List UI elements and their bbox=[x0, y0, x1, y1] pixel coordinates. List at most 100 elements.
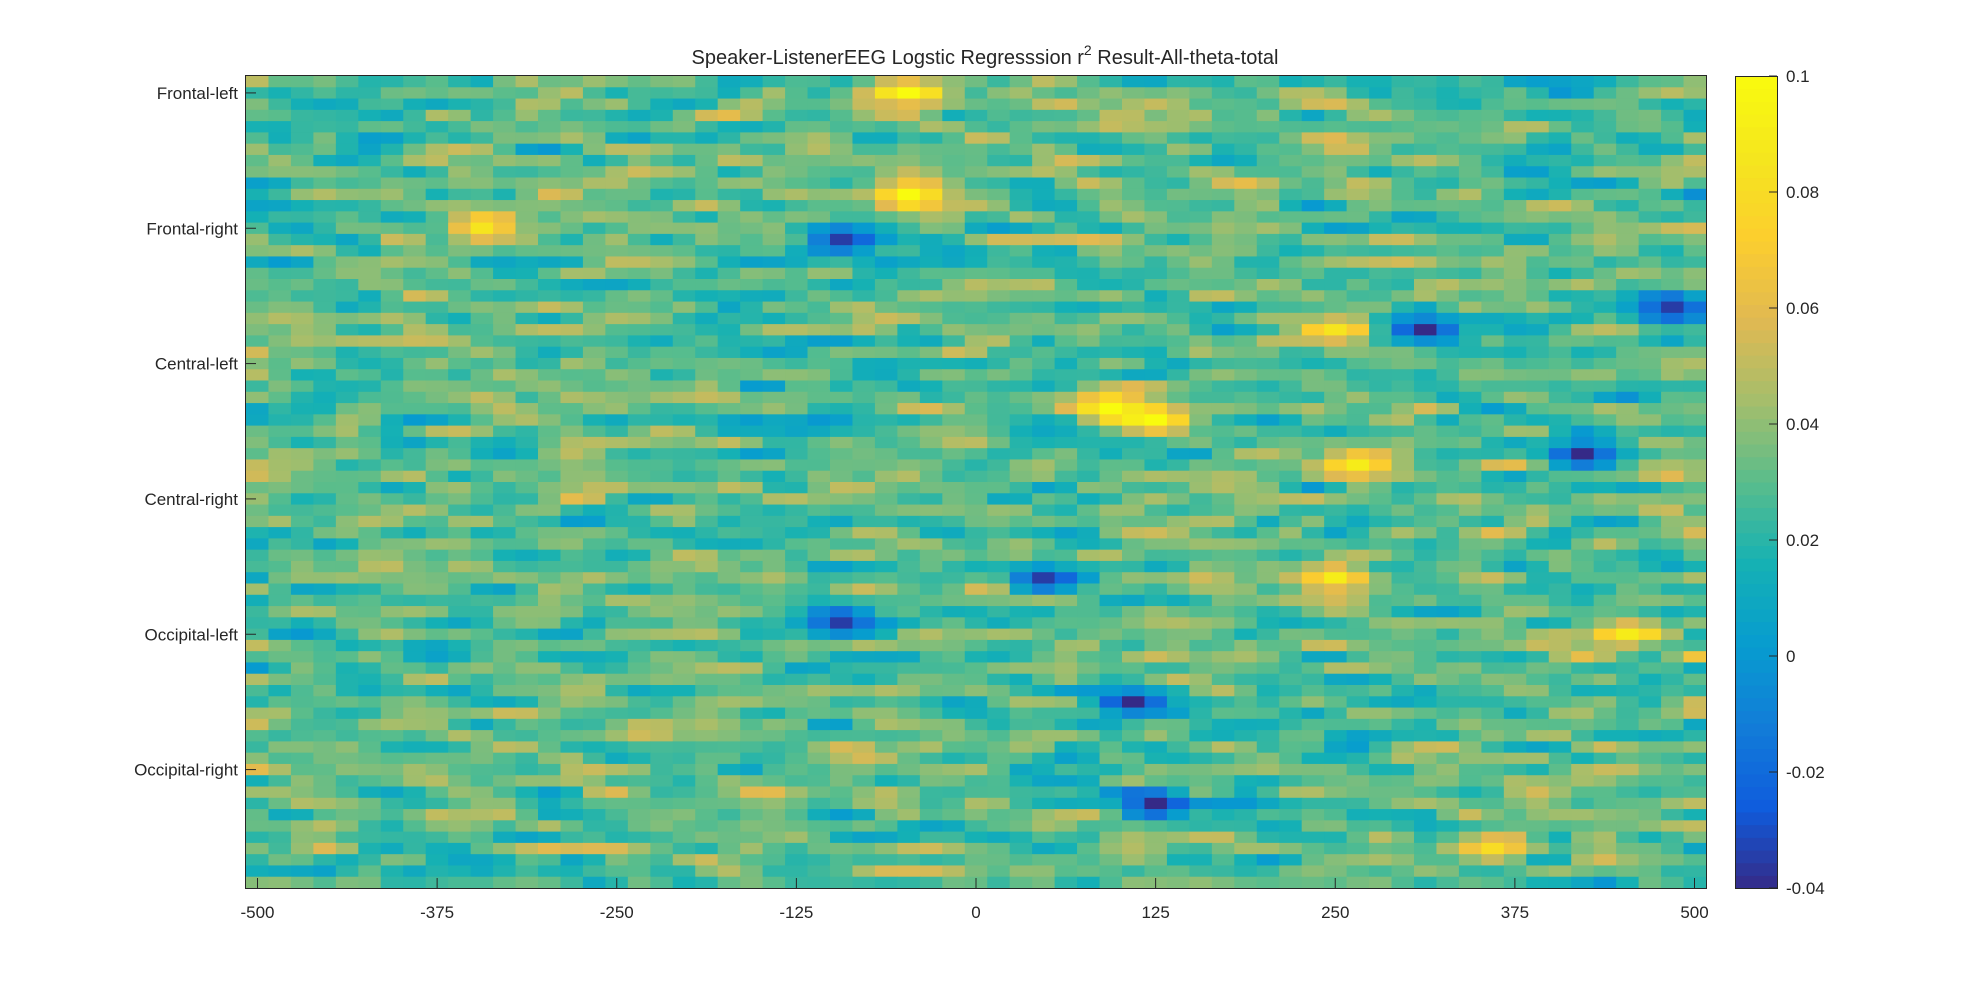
heatmap-cell bbox=[785, 211, 809, 224]
heatmap-cell bbox=[717, 606, 741, 618]
heatmap-cell bbox=[830, 854, 854, 867]
heatmap-cell bbox=[942, 842, 966, 855]
heatmap-cell bbox=[1279, 380, 1303, 393]
heatmap-cell bbox=[425, 527, 449, 539]
heatmap-cell bbox=[672, 797, 696, 810]
heatmap-cell bbox=[852, 606, 876, 618]
heatmap-cell bbox=[1144, 357, 1168, 370]
heatmap-cell bbox=[1256, 639, 1280, 652]
heatmap-cell bbox=[695, 809, 719, 821]
heatmap-cell bbox=[1526, 76, 1550, 88]
heatmap-cell bbox=[672, 369, 696, 382]
heatmap-cell bbox=[785, 290, 809, 303]
heatmap-cell bbox=[605, 628, 629, 641]
heatmap-cell bbox=[1099, 775, 1123, 788]
colorbar-segment bbox=[1735, 862, 1777, 876]
heatmap-cell bbox=[1189, 391, 1213, 404]
heatmap-cell bbox=[807, 707, 831, 720]
heatmap-cell bbox=[807, 403, 831, 415]
heatmap-cell bbox=[560, 98, 584, 111]
heatmap-cell bbox=[1099, 109, 1123, 122]
heatmap-cell bbox=[762, 606, 786, 618]
heatmap-cell bbox=[560, 301, 584, 314]
heatmap-cell bbox=[290, 109, 314, 122]
heatmap-cell bbox=[830, 98, 854, 111]
heatmap-cell bbox=[538, 549, 562, 562]
heatmap-cell bbox=[403, 876, 427, 889]
heatmap-cell bbox=[852, 425, 876, 438]
heatmap-cell bbox=[1099, 809, 1123, 821]
heatmap-cell bbox=[1526, 87, 1550, 100]
heatmap-cell bbox=[313, 482, 337, 494]
heatmap-cell bbox=[695, 763, 719, 776]
heatmap-cell bbox=[560, 515, 584, 528]
heatmap-cell bbox=[695, 482, 719, 494]
heatmap-cell bbox=[1503, 583, 1527, 596]
heatmap-cell bbox=[1548, 211, 1572, 224]
heatmap-cell bbox=[987, 177, 1011, 190]
heatmap-cell bbox=[785, 797, 809, 810]
heatmap-cell bbox=[1526, 786, 1550, 799]
heatmap-cell bbox=[1211, 312, 1235, 325]
heatmap-cell bbox=[582, 391, 606, 404]
heatmap-cell bbox=[987, 279, 1011, 291]
heatmap-cell bbox=[942, 132, 966, 145]
heatmap-cell bbox=[1571, 233, 1595, 246]
heatmap-cell bbox=[1481, 154, 1505, 167]
heatmap-cell bbox=[470, 628, 494, 641]
colorbar-segment bbox=[1735, 761, 1777, 775]
heatmap-cell bbox=[1099, 233, 1123, 246]
heatmap-cell bbox=[762, 549, 786, 562]
heatmap-cell bbox=[1032, 380, 1056, 393]
heatmap-cell bbox=[762, 256, 786, 269]
heatmap-cell bbox=[852, 143, 876, 156]
heatmap-cell bbox=[1122, 763, 1146, 776]
heatmap-cell bbox=[493, 504, 517, 517]
heatmap-cell bbox=[1256, 673, 1280, 686]
heatmap-cell bbox=[762, 154, 786, 167]
heatmap-cell bbox=[335, 76, 359, 88]
heatmap-cell bbox=[740, 854, 764, 867]
heatmap-cell bbox=[1211, 121, 1235, 133]
heatmap-cell bbox=[717, 741, 741, 754]
heatmap-cell bbox=[335, 312, 359, 325]
heatmap-cell bbox=[1661, 459, 1685, 472]
heatmap-cell bbox=[1593, 233, 1617, 246]
heatmap-cell bbox=[874, 470, 898, 483]
heatmap-cell bbox=[582, 76, 606, 88]
heatmap-cell bbox=[313, 809, 337, 821]
heatmap-cell bbox=[1683, 493, 1707, 506]
heatmap-cell bbox=[1009, 267, 1033, 280]
heatmap-cell bbox=[740, 797, 764, 810]
colorbar-segment bbox=[1735, 621, 1777, 635]
heatmap-cell bbox=[672, 459, 696, 472]
heatmap-cell bbox=[1054, 763, 1078, 776]
heatmap-cell bbox=[246, 256, 270, 269]
heatmap-cell bbox=[313, 763, 337, 776]
heatmap-cell bbox=[1009, 324, 1033, 336]
heatmap-cell bbox=[448, 797, 472, 810]
heatmap-cell bbox=[1436, 504, 1460, 517]
heatmap-cell bbox=[1234, 76, 1258, 88]
heatmap-cell bbox=[1077, 324, 1101, 336]
heatmap-cell bbox=[313, 154, 337, 167]
heatmap-cell bbox=[1009, 730, 1033, 742]
heatmap-cell bbox=[1054, 470, 1078, 483]
heatmap-cell bbox=[1593, 470, 1617, 483]
heatmap-cell bbox=[1301, 324, 1325, 336]
heatmap-cell bbox=[1279, 482, 1303, 494]
heatmap-cell bbox=[1638, 606, 1662, 618]
heatmap-cell bbox=[1638, 583, 1662, 596]
heatmap-cell bbox=[313, 312, 337, 325]
heatmap-cell bbox=[1661, 188, 1685, 201]
heatmap-cell bbox=[1481, 459, 1505, 472]
heatmap-cell bbox=[874, 414, 898, 427]
heatmap-cell bbox=[1571, 493, 1595, 506]
colorbar-segment bbox=[1735, 482, 1777, 496]
heatmap-cell bbox=[1166, 493, 1190, 506]
heatmap-cell bbox=[1077, 617, 1101, 630]
heatmap-cell bbox=[1503, 741, 1527, 754]
heatmap-cell bbox=[1122, 76, 1146, 88]
heatmap-cell bbox=[987, 718, 1011, 731]
heatmap-cell bbox=[1503, 606, 1527, 618]
